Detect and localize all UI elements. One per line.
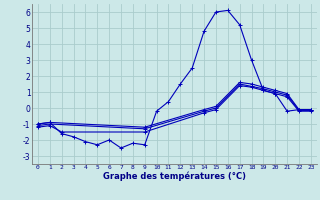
- X-axis label: Graphe des températures (°C): Graphe des températures (°C): [103, 172, 246, 181]
